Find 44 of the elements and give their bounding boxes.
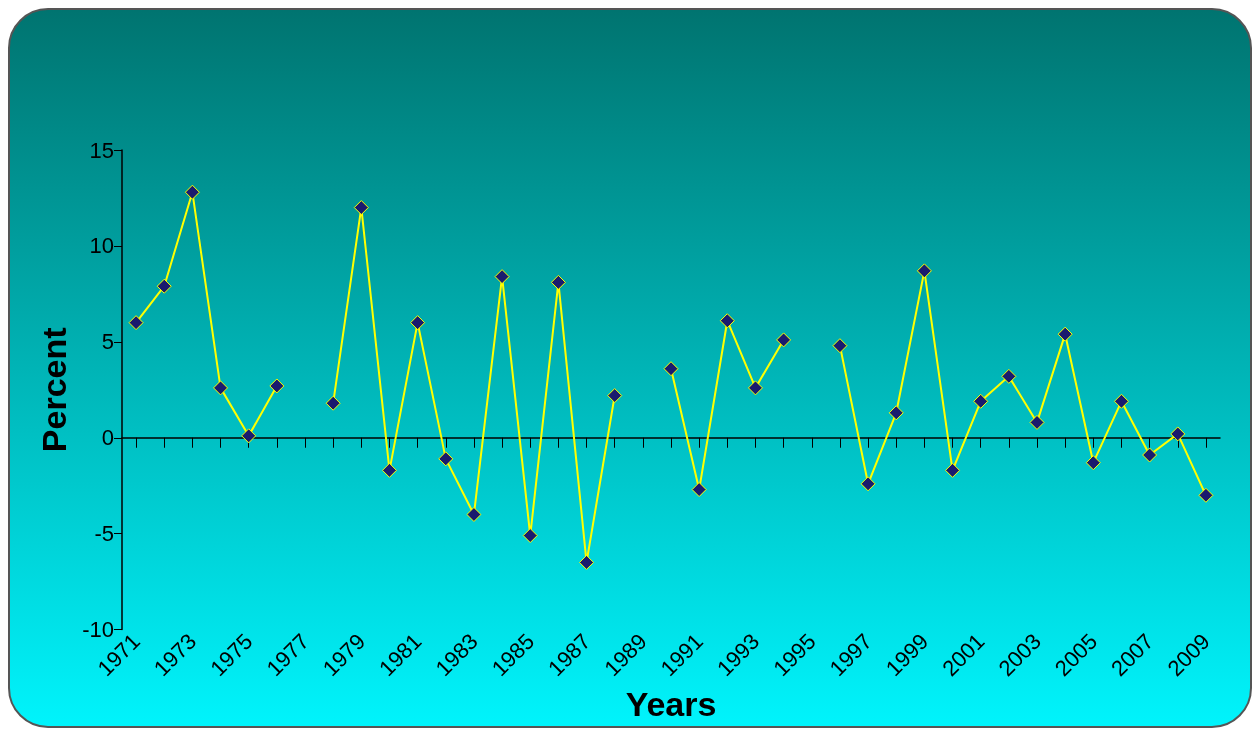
point: [353, 200, 369, 216]
point: [663, 361, 679, 377]
y-tick-label: -10: [82, 617, 114, 643]
point: [466, 506, 482, 522]
y-tick-label: 10: [89, 233, 114, 259]
point: [522, 528, 538, 544]
point: [269, 378, 285, 394]
point: [494, 269, 510, 285]
point: [325, 395, 341, 411]
point: [1198, 487, 1214, 503]
point: [1001, 368, 1017, 384]
point: [381, 462, 397, 478]
point: [550, 274, 566, 290]
point: [156, 278, 172, 294]
point: [438, 451, 454, 467]
point: [410, 315, 426, 331]
y-tick-label: 15: [89, 137, 114, 163]
point: [579, 554, 595, 570]
point: [776, 332, 792, 348]
point: [945, 462, 961, 478]
y-tick-label: 5: [101, 329, 114, 355]
point: [128, 315, 144, 331]
point: [888, 405, 904, 421]
y-axis-title: Percent: [35, 327, 74, 453]
point: [916, 263, 932, 279]
point: [1057, 326, 1073, 342]
y-tick-label: -5: [94, 521, 114, 547]
y-tick-label: 0: [101, 425, 114, 451]
point: [860, 476, 876, 492]
point: [213, 380, 229, 396]
point: [1113, 393, 1129, 409]
point: [747, 380, 763, 396]
point: [184, 184, 200, 200]
point: [607, 388, 623, 404]
x-axis-title: Years: [625, 685, 717, 723]
point: [832, 338, 848, 354]
point: [719, 313, 735, 329]
point: [1029, 414, 1045, 430]
point: [1085, 455, 1101, 471]
point: [241, 428, 257, 444]
point: [1170, 426, 1186, 442]
point: [973, 393, 989, 409]
point: [1142, 447, 1158, 463]
point: [691, 482, 707, 498]
